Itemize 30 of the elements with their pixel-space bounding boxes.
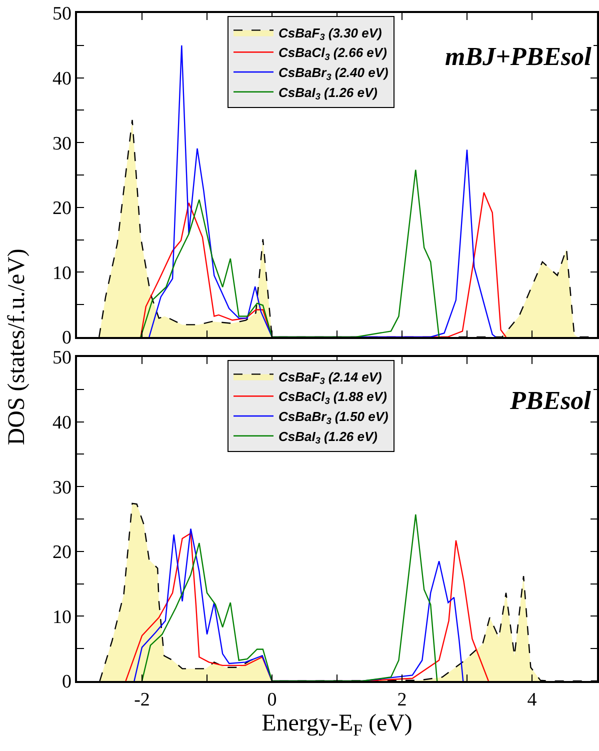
legend-label: CsBaF$_{3}$ (3.30 eV) bbox=[278, 25, 382, 42]
x-tick-label: 0 bbox=[267, 690, 277, 711]
x-tick-label: -2 bbox=[134, 690, 150, 711]
annotation: mBJ+PBEsol bbox=[445, 42, 592, 71]
y-tick-label: 50 bbox=[52, 348, 72, 369]
y-tick-label: 0 bbox=[62, 328, 72, 349]
y-tick-label: 30 bbox=[52, 477, 72, 498]
legend-label: CsBaCl$_{3}$ (2.66 eV) bbox=[278, 45, 387, 62]
legend-label: CsBaBr$_{3}$ (2.40 eV) bbox=[278, 65, 388, 82]
y-tick-label: 10 bbox=[52, 262, 72, 284]
y-tick-label: 10 bbox=[52, 606, 72, 628]
legend-label: CsBaCl$_{3}$ (1.88 eV) bbox=[278, 389, 387, 406]
x-tick-label: 2 bbox=[397, 690, 407, 711]
y-tick-label: 20 bbox=[52, 542, 72, 564]
x-tick-label: 4 bbox=[527, 690, 538, 711]
y-tick-label: 30 bbox=[52, 133, 72, 154]
y-tick-label: 0 bbox=[62, 672, 72, 693]
legend-label: CsBaI$_{3}$ (1.26 eV) bbox=[278, 428, 378, 446]
line-series bbox=[140, 169, 440, 337]
y-tick-label: 40 bbox=[52, 412, 72, 434]
legend-label: CsBaF$_{3}$ (2.14 eV) bbox=[278, 369, 382, 386]
y-tick-label: 20 bbox=[52, 198, 72, 220]
line-series bbox=[141, 514, 438, 681]
y-axis-title: DOS (states/f.u./eV) bbox=[4, 248, 30, 446]
legend-label: CsBaI$_{3}$ (1.26 eV) bbox=[278, 84, 378, 102]
y-tick-label: 40 bbox=[52, 68, 72, 90]
x-axis-title: Energy-E$_{F}$ (eV) bbox=[262, 710, 412, 740]
legend-label: CsBaBr$_{3}$ (1.50 eV) bbox=[278, 409, 388, 426]
y-tick-label: 50 bbox=[52, 4, 72, 25]
annotation: PBEsol bbox=[509, 386, 592, 415]
